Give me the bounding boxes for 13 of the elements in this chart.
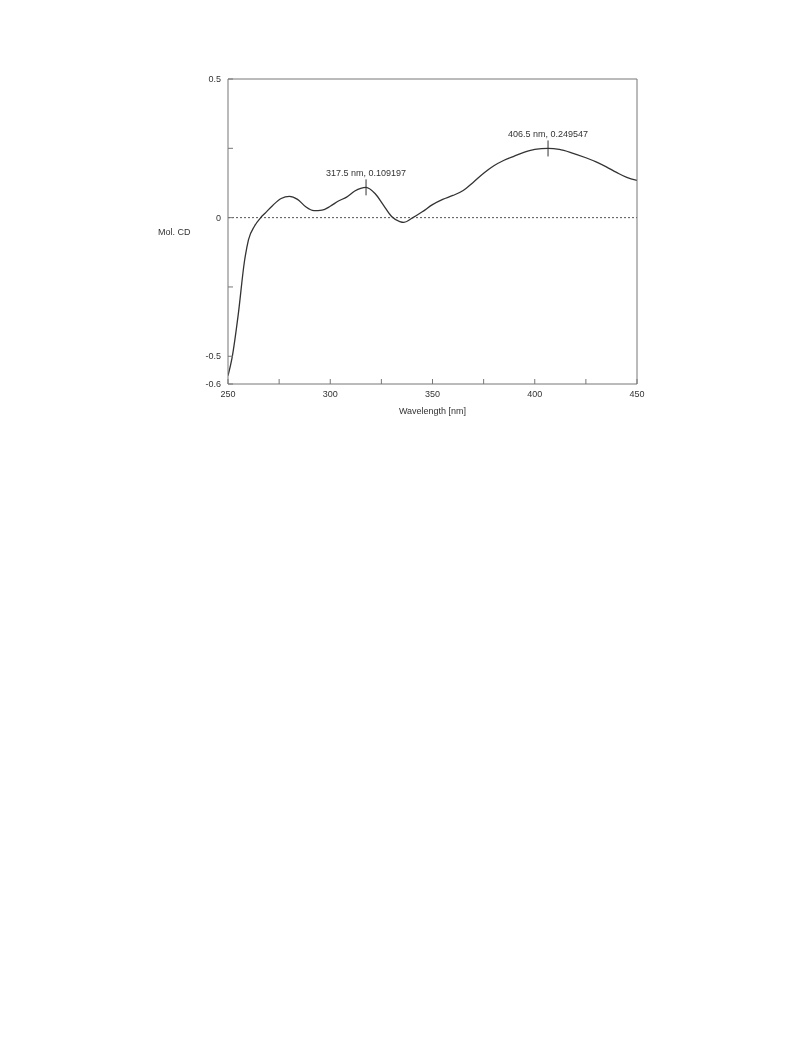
- x-tick-label: 300: [322, 389, 338, 400]
- x-tick-label: 400: [527, 389, 543, 400]
- x-tick-label: 450: [629, 389, 645, 400]
- x-tick-label: 250: [220, 389, 236, 400]
- x-axis-title: Wavelength [nm]: [398, 406, 467, 416]
- x-tick-label: 350: [424, 389, 441, 400]
- annotation: 317.5 nm, 0.109197: [326, 168, 407, 179]
- annotation: 406.5 nm, 0.249547: [508, 129, 589, 140]
- y-tick-label: 0.5: [208, 74, 221, 85]
- y-tick-label: -0.6: [205, 379, 221, 390]
- y-tick-label: 0: [215, 212, 221, 223]
- y-axis-title: Mol. CD: [158, 226, 191, 237]
- y-tick-label: -0.5: [205, 351, 221, 362]
